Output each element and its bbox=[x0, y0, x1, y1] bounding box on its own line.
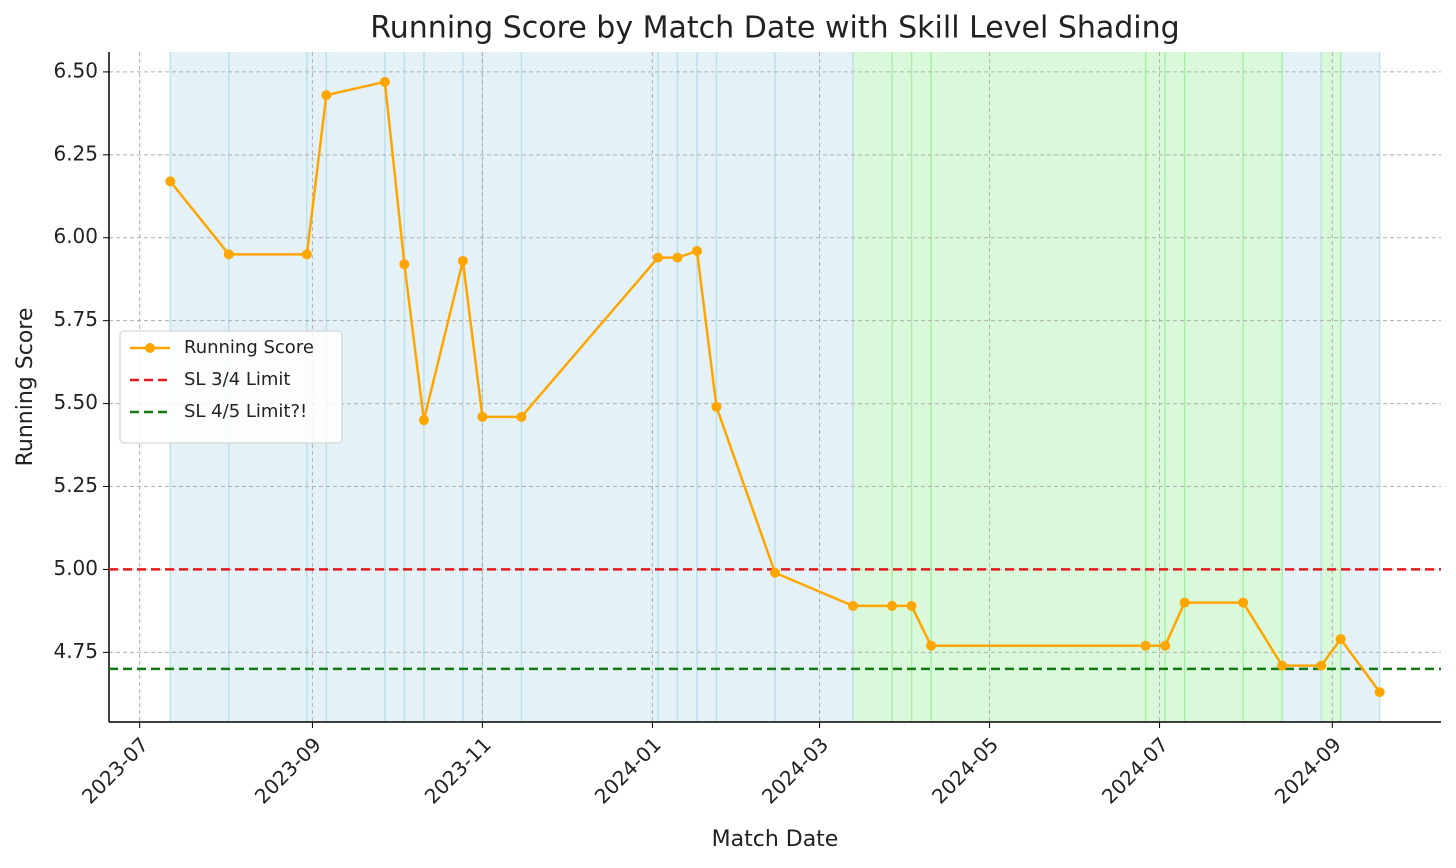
data-point bbox=[926, 640, 937, 651]
data-point bbox=[399, 259, 410, 270]
data-point bbox=[1140, 640, 1151, 651]
data-point bbox=[457, 255, 468, 266]
data-point bbox=[1238, 597, 1249, 608]
data-point bbox=[1316, 660, 1327, 671]
x-axis-label: Match Date bbox=[712, 827, 839, 852]
y-tick-label: 5.25 bbox=[53, 473, 98, 497]
x-tick-label: 2023-09 bbox=[250, 732, 326, 808]
x-tick-label: 2024-09 bbox=[1270, 732, 1346, 808]
chart-title: Running Score by Match Date with Skill L… bbox=[370, 11, 1179, 46]
legend-label: SL 3/4 Limit bbox=[184, 369, 291, 390]
skill-shading bbox=[1321, 52, 1341, 722]
legend-label: SL 4/5 Limit?! bbox=[184, 401, 307, 422]
data-point bbox=[223, 249, 234, 260]
skill-shading bbox=[1340, 52, 1380, 722]
y-tick-label: 6.00 bbox=[53, 224, 98, 248]
data-point bbox=[652, 252, 663, 263]
legend-label: Running Score bbox=[184, 337, 314, 358]
data-point bbox=[165, 176, 176, 187]
y-tick-label: 4.75 bbox=[53, 639, 98, 663]
y-axis-label: Running Score bbox=[13, 308, 38, 467]
legend-marker bbox=[145, 343, 155, 353]
x-tick-label: 2024-07 bbox=[1097, 732, 1173, 808]
x-tick-label: 2023-07 bbox=[77, 732, 153, 808]
skill-shading bbox=[853, 52, 1283, 722]
data-point bbox=[379, 76, 390, 87]
skill-shading bbox=[1282, 52, 1322, 722]
data-point bbox=[711, 401, 722, 412]
x-tick-label: 2023-11 bbox=[420, 732, 496, 808]
x-tick-label: 2024-05 bbox=[927, 732, 1003, 808]
data-point bbox=[691, 246, 702, 257]
data-point bbox=[1179, 597, 1190, 608]
data-point bbox=[516, 411, 527, 422]
legend: Running Score SL 3/4 Limit SL 4/5 Limit?! bbox=[119, 330, 343, 444]
x-tick-label: 2024-01 bbox=[590, 732, 666, 808]
data-point bbox=[1374, 687, 1385, 698]
data-point bbox=[477, 411, 488, 422]
data-point bbox=[1335, 634, 1346, 645]
data-point bbox=[906, 600, 917, 611]
data-point bbox=[770, 567, 780, 578]
y-tick-label: 5.50 bbox=[53, 390, 98, 414]
data-point bbox=[1160, 640, 1171, 651]
x-tick-label: 2024-03 bbox=[757, 732, 833, 808]
data-point bbox=[672, 252, 683, 263]
data-point bbox=[1277, 660, 1288, 671]
data-point bbox=[887, 600, 898, 611]
y-tick-label: 6.50 bbox=[53, 58, 98, 82]
data-point bbox=[848, 600, 859, 611]
y-tick-label: 5.75 bbox=[53, 307, 98, 331]
y-tick-label: 5.00 bbox=[53, 556, 98, 580]
y-tick-label: 6.25 bbox=[53, 141, 98, 165]
data-point bbox=[418, 415, 429, 426]
data-point bbox=[321, 90, 332, 101]
data-point bbox=[301, 249, 312, 260]
legend-box bbox=[119, 330, 343, 444]
